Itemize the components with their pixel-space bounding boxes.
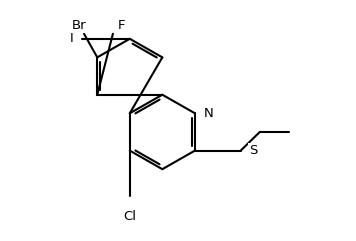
- Text: F: F: [117, 19, 125, 32]
- Text: Br: Br: [72, 19, 87, 32]
- Text: I: I: [70, 32, 74, 45]
- Text: S: S: [249, 144, 257, 157]
- Text: Cl: Cl: [123, 210, 136, 223]
- Text: N: N: [203, 107, 213, 120]
